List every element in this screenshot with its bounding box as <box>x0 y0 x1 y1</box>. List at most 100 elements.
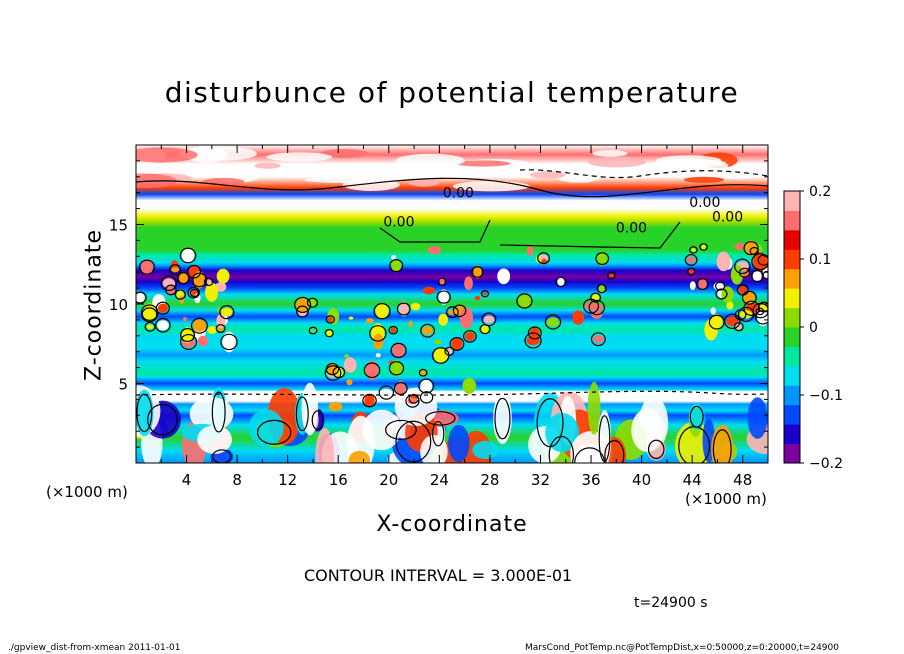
contour-ring <box>418 378 435 394</box>
x-tick-label: 32 <box>531 471 550 489</box>
colorbar-swatch <box>784 249 800 270</box>
field-patch <box>422 326 433 335</box>
field-patch <box>391 254 397 260</box>
field-patch <box>747 397 768 439</box>
field-patch <box>189 397 234 431</box>
field-patch <box>598 284 605 293</box>
field-patch <box>465 331 475 341</box>
colorbar-tick-label: 0 <box>809 320 818 336</box>
field-patch <box>191 290 197 296</box>
contour-ring <box>588 299 605 316</box>
field-patch <box>483 315 495 324</box>
contour-ring <box>516 293 533 309</box>
field-patch <box>526 335 540 346</box>
contour-ring <box>373 303 391 320</box>
field-patch <box>157 320 169 331</box>
contour-line <box>499 221 681 249</box>
contour-ring <box>432 420 445 447</box>
contour-ring <box>220 333 238 351</box>
contour-ring <box>405 394 420 408</box>
field-patch <box>343 357 357 373</box>
field-patch <box>726 301 734 310</box>
field-patch <box>472 441 498 459</box>
field-patch <box>222 331 236 353</box>
field-patch <box>698 278 707 290</box>
contour-ring <box>712 429 732 463</box>
colorbar-swatch <box>784 385 800 406</box>
contour-line <box>379 219 491 243</box>
field-patch <box>526 245 534 256</box>
y-axis: 5 10 15 <box>109 160 768 448</box>
field-patch <box>344 354 349 359</box>
field-patch <box>420 434 448 463</box>
contour-labels: 0.000.00 0.000.000.00 <box>383 186 743 237</box>
field-patch <box>546 317 560 327</box>
field-patch <box>587 156 646 168</box>
x-tick-label: 12 <box>278 471 297 489</box>
field-patch <box>762 267 768 279</box>
contour-ring <box>689 246 698 254</box>
field-patch <box>717 169 756 180</box>
field-patch <box>592 150 628 157</box>
contour-line-negative <box>519 169 768 179</box>
field-patch <box>493 393 512 444</box>
field-patch <box>451 337 463 350</box>
field-patch <box>320 149 369 158</box>
colorbar-swatch <box>784 424 800 445</box>
field-patch <box>171 267 180 273</box>
contour-ring <box>363 362 381 379</box>
contour-ring <box>332 366 346 379</box>
field-patch <box>529 171 566 179</box>
contour-lines <box>136 169 768 463</box>
contour-ring <box>419 391 434 404</box>
x-tick-label: 28 <box>480 471 499 489</box>
contour-ring <box>179 247 197 264</box>
field-patch <box>296 298 310 312</box>
field-patch <box>592 335 604 343</box>
contour-ring <box>155 317 171 333</box>
contour-ring <box>425 411 456 426</box>
field-patch <box>710 307 716 315</box>
field-patch <box>205 282 219 302</box>
contour-ring <box>452 304 467 318</box>
field-patch <box>464 276 473 291</box>
contour-ring <box>256 419 292 445</box>
field-patch <box>392 342 405 358</box>
contour-ring <box>138 259 156 275</box>
y-tick-label: 10 <box>109 296 128 314</box>
field-patch <box>254 162 281 169</box>
time-label: t=24900 s <box>634 595 708 611</box>
contour-ring <box>388 325 399 335</box>
contour-ring <box>395 420 432 463</box>
contour-ring <box>179 333 198 351</box>
field-patch <box>422 286 436 295</box>
x-tick-label: 44 <box>683 471 702 489</box>
contour-ring <box>689 405 704 428</box>
x-tick-label: 48 <box>733 471 752 489</box>
contour-ring <box>189 288 199 297</box>
contour-ring <box>436 290 451 304</box>
contour-ring <box>385 419 417 440</box>
contour-ring <box>715 281 726 291</box>
field-patch <box>348 316 354 320</box>
colorbar-swatch <box>784 327 800 347</box>
field-patch <box>408 320 413 328</box>
contour-ring <box>324 365 342 381</box>
contour-ring <box>757 254 768 266</box>
field-patch <box>327 363 338 375</box>
contour-ring <box>190 317 208 334</box>
field-patch <box>348 169 418 181</box>
field-patch <box>326 329 332 338</box>
contour-ring <box>186 264 202 279</box>
contour-ring <box>215 324 226 333</box>
contour-ring <box>174 289 186 300</box>
contour-ring <box>733 322 744 332</box>
field-patch <box>688 269 694 274</box>
field-patch <box>439 277 445 286</box>
field-patch <box>711 424 734 463</box>
contour-ring <box>741 290 757 305</box>
colorbar-swatch <box>784 210 800 231</box>
chart-title: disturbunce of potential temperature <box>164 76 740 109</box>
field-patch <box>390 327 396 334</box>
field-patch <box>410 302 421 311</box>
